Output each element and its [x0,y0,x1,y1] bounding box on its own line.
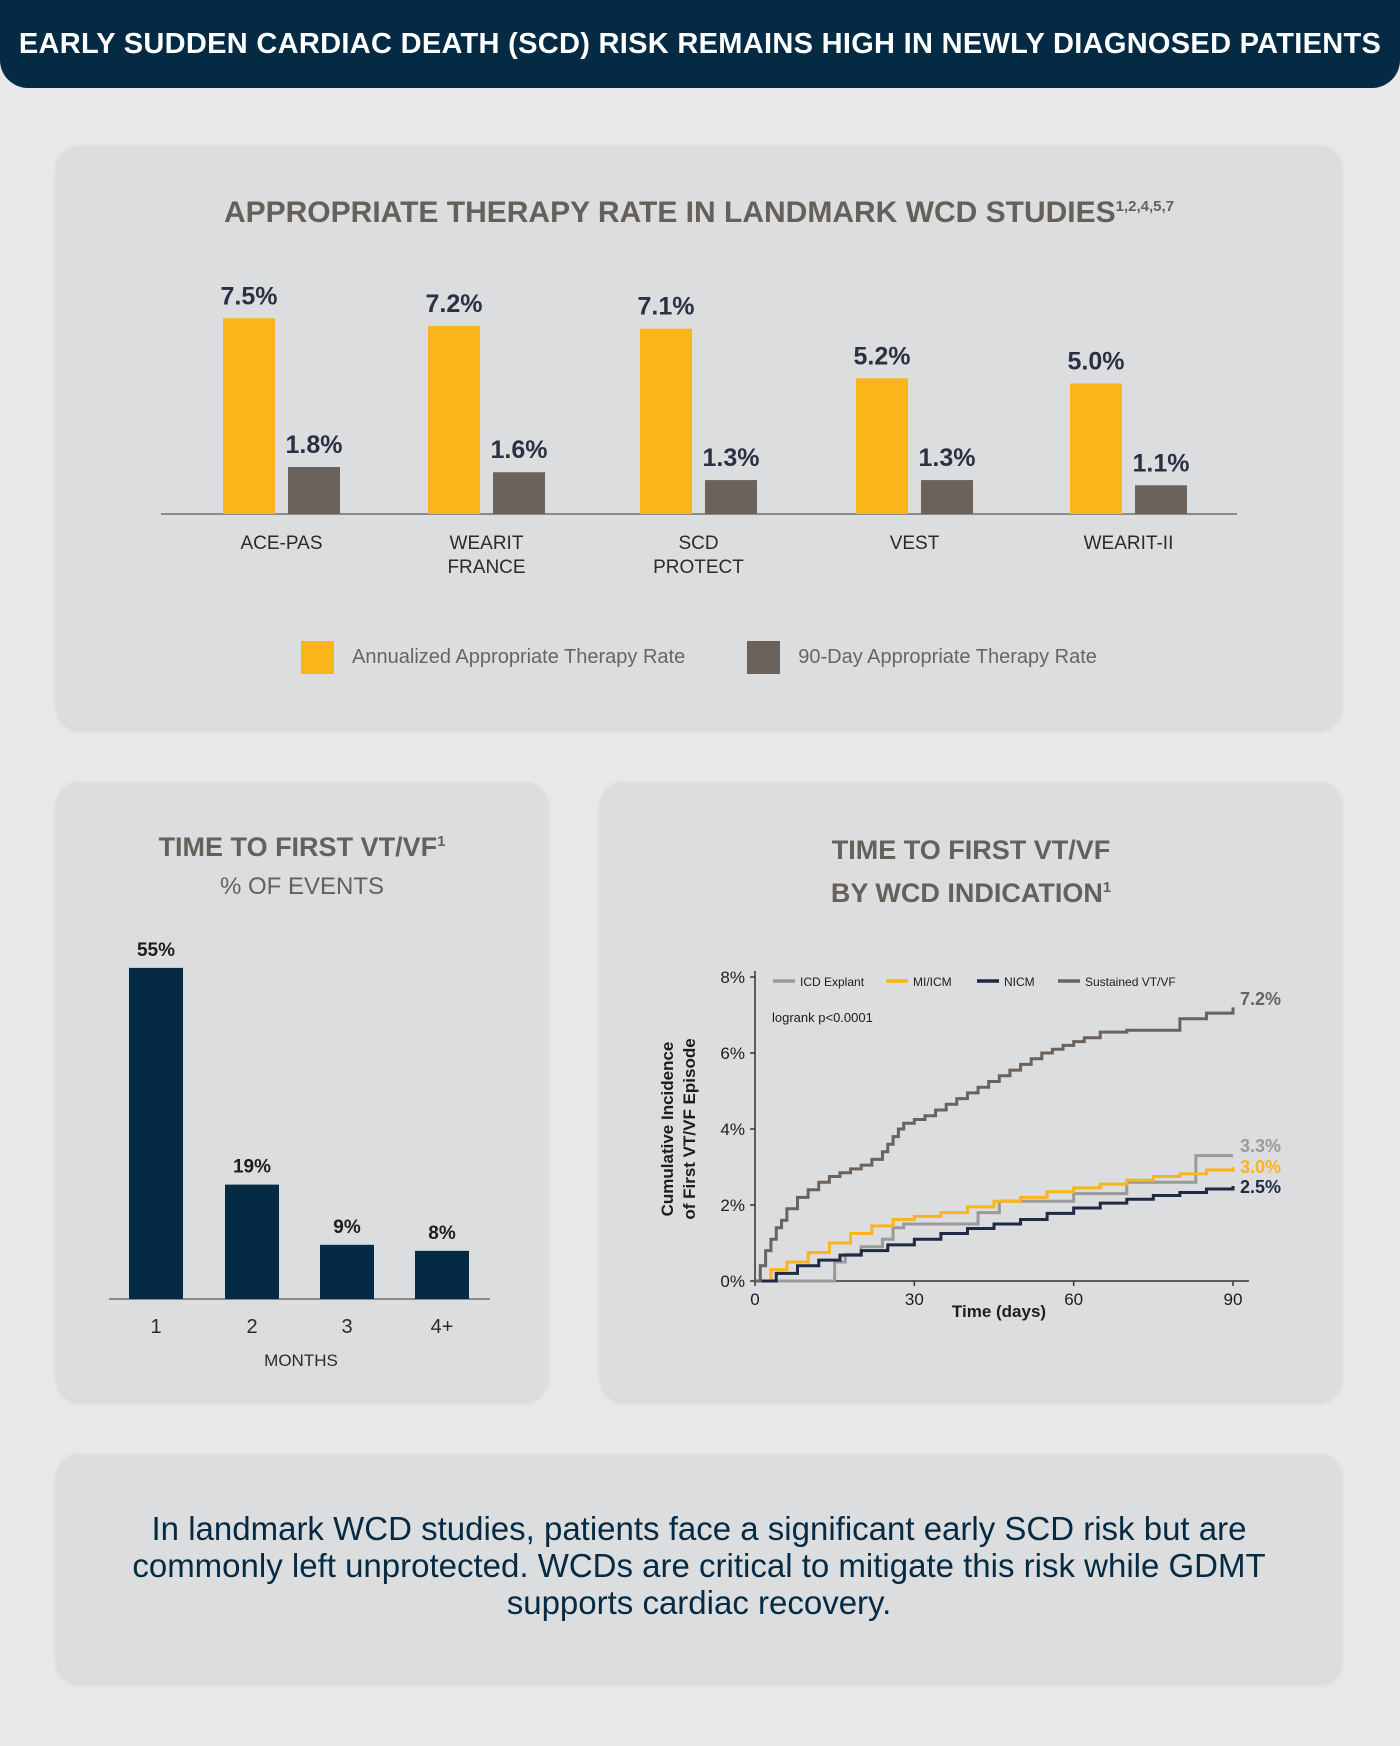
wcd-indication-title-line2: BY WCD INDICATION [830,878,1103,908]
bar-ninety-day [705,480,757,514]
x-tick-label: 0 [750,1290,759,1309]
y-axis-title-line: of First VT/VF Episode [680,1038,699,1219]
bar-ninety-day [493,472,545,514]
bar-value-label: 9% [333,1217,361,1238]
bar-month [129,967,183,1299]
page-header: EARLY SUDDEN CARDIAC DEATH (SCD) RISK RE… [0,0,1400,88]
bar-value-label: 7.2% [426,290,483,318]
x-tick-label: 60 [1064,1290,1083,1309]
wcd-indication-title-refs: 1 [1102,879,1112,896]
bar-value-label: 1.8% [286,431,343,459]
bar-value-label: 7.1% [638,293,695,321]
category-label: VEST [890,533,940,554]
category-label: ACE-PAS [240,533,322,554]
time-to-first-title-refs: 1 [437,833,446,850]
bar-value-label: 5.0% [1068,348,1125,376]
legend-label: ICD Explant [800,975,865,989]
bar-annualized [428,326,480,514]
y-tick-label: 8% [720,968,745,987]
wcd-indication-chart: 0% 2% 4% 6% 8% 0 30 60 90 Time (days) Cumulative I… [658,968,1281,1321]
series-end-label: 3.0% [1240,1157,1281,1177]
therapy-rate-title: APPROPRIATE THERAPY RATE IN LANDMARK WCD… [57,196,1341,230]
bar-value-label: 1.1% [1133,449,1190,477]
series-line [755,1007,1235,1283]
time-to-first-card: TIME TO FIRST VT/VF1 % OF EVENTS 55% 1 19%… [57,782,547,1400]
series-end-label: 2.5% [1240,1177,1281,1197]
bar-value-label: 5.2% [854,342,911,370]
legend-item-90-day: 90-Day Appropriate Therapy Rate [747,641,1097,674]
time-to-first-subtitle: % OF EVENTS [219,873,385,900]
bar-value-label: 1.6% [491,436,548,464]
series-line [755,1167,1235,1283]
bar-annualized [640,328,692,514]
category-label: SCD [678,533,718,554]
bar-annualized [223,318,275,514]
time-to-first-title-text: TIME TO FIRST VT/VF [158,832,438,862]
bar-month [225,1184,279,1299]
legend-label: Sustained VT/VF [1085,975,1176,989]
wcd-indication-card: TIME TO FIRST VT/VF BY WCD INDICATION1 0… [601,782,1341,1400]
category-label: FRANCE [447,557,525,578]
therapy-rate-title-refs: 1,2,4,5,7 [1115,198,1175,215]
summary-card: In landmark WCD studies, patients face a… [57,1454,1341,1682]
series-end-label: 3.3% [1240,1136,1281,1156]
legend-label: NICM [1004,975,1035,989]
page-title: EARLY SUDDEN CARDIAC DEATH (SCD) RISK RE… [18,27,1382,60]
series-line [755,1186,1235,1283]
y-axis-title-line: Cumulative Incidence [658,1042,677,1217]
y-tick-label: 6% [720,1044,745,1063]
category-label: PROTECT [653,557,744,578]
bar-annualized [856,378,908,514]
bar-month [415,1250,469,1299]
bar-annualized [1070,383,1122,514]
bar-month [320,1244,374,1299]
legend-swatch-annualized [301,641,335,674]
legend-label: MI/ICM [913,975,952,989]
legend-label-90-day: 90-Day Appropriate Therapy Rate [798,646,1097,668]
series-end-label: 7.2% [1240,989,1281,1009]
therapy-rate-chart: 7.5% 1.8% ACE-PAS 7.2% 1.6% WEARIT FRANCE 7.1% 1… [161,282,1237,578]
legend-swatch-90-day [747,641,781,674]
x-tick-label: 30 [905,1290,924,1309]
summary-text: In landmark WCD studies, patients face a… [132,1510,1266,1621]
category-label: WEARIT [450,533,524,554]
y-tick-label: 0% [720,1272,745,1291]
x-axis-title: MONTHS [264,1351,338,1370]
legend-item-annualized: Annualized Appropriate Therapy Rate [301,641,685,674]
x-tick-label: 90 [1224,1290,1243,1309]
bar-ninety-day [288,467,340,514]
x-axis-title: Time (days) [952,1302,1046,1321]
category-label: WEARIT-II [1084,533,1174,554]
bar-value-label: 7.5% [221,282,278,310]
bar-value-label: 1.3% [919,444,976,472]
bar-value-label: 8% [428,1223,456,1244]
therapy-rate-card: APPROPRIATE THERAPY RATE IN LANDMARK WCD… [57,146,1341,728]
logrank-annotation: logrank p<0.0001 [772,1010,873,1025]
bar-value-label: 19% [233,1157,271,1178]
series-line [755,1154,1233,1283]
bar-value-label: 55% [137,940,175,961]
category-label: 4+ [431,1316,454,1338]
time-to-first-chart: 55% 1 19% 2 9% 3 8% 4+ MONTHS [109,940,490,1370]
y-tick-label: 4% [720,1120,745,1139]
category-label: 3 [341,1316,352,1338]
wcd-indication-title: TIME TO FIRST VT/VF BY WCD INDICATION1 [601,832,1341,912]
time-to-first-title: TIME TO FIRST VT/VF1 [57,832,547,863]
bar-ninety-day [921,480,973,514]
bar-ninety-day [1135,485,1187,514]
therapy-rate-legend: Annualized Appropriate Therapy Rate 90-D… [57,641,1341,674]
y-axis-title: Cumulative Incidence of First VT/VF Episo… [658,1038,699,1219]
wcd-indication-title-line1: TIME TO FIRST VT/VF [831,835,1111,865]
therapy-rate-title-text: APPROPRIATE THERAPY RATE IN LANDMARK WCD… [223,196,1116,229]
category-label: 2 [246,1316,257,1338]
bar-value-label: 1.3% [703,444,760,472]
y-tick-label: 2% [720,1196,745,1215]
legend-label-annualized: Annualized Appropriate Therapy Rate [352,646,686,668]
category-label: 1 [150,1316,161,1338]
